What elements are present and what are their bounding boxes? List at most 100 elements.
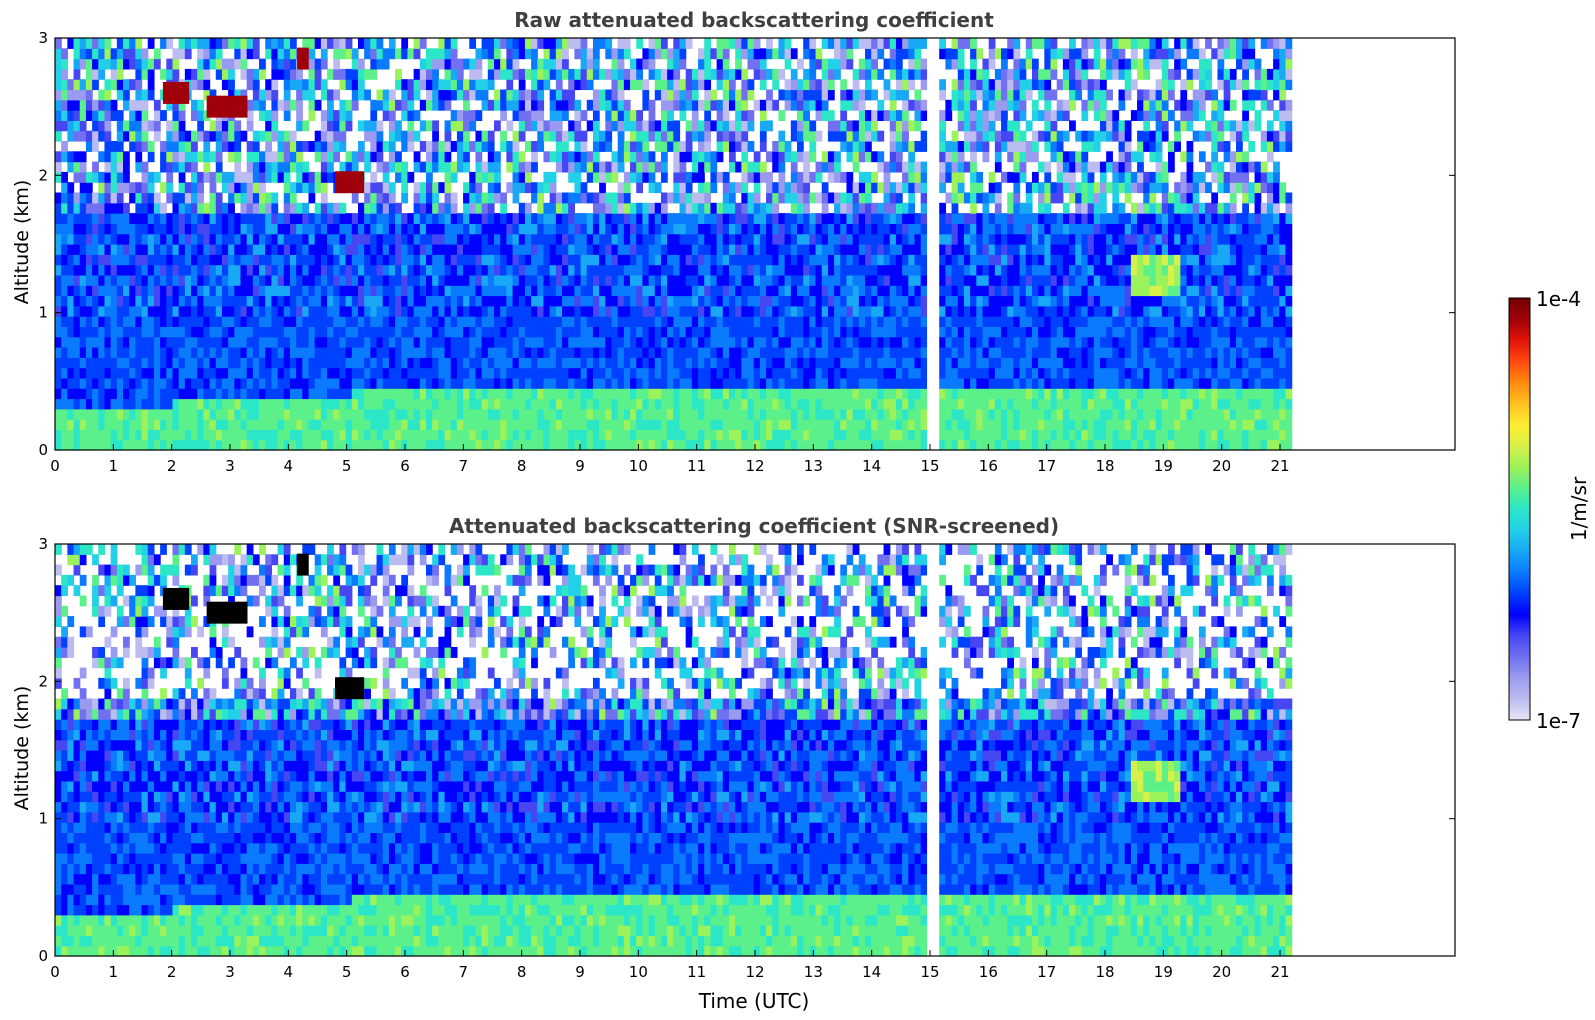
heatmap-cell bbox=[395, 274, 402, 286]
heatmap-cell bbox=[747, 377, 755, 389]
heatmap-cell bbox=[518, 161, 526, 173]
heatmap-cell bbox=[172, 110, 180, 121]
heatmap-cell bbox=[327, 295, 334, 307]
heatmap-cell bbox=[834, 213, 841, 224]
heatmap-cell bbox=[61, 285, 68, 297]
heatmap-cell bbox=[846, 254, 854, 266]
heatmap-cell bbox=[283, 254, 291, 266]
heatmap-cell bbox=[382, 233, 390, 245]
heatmap-cell bbox=[215, 336, 223, 348]
heatmap-cell bbox=[852, 388, 860, 400]
heatmap-cell bbox=[153, 305, 161, 317]
heatmap-cell bbox=[531, 429, 538, 441]
heatmap-cell bbox=[741, 110, 749, 121]
heatmap-cell bbox=[895, 429, 903, 441]
heatmap-cell bbox=[630, 254, 637, 266]
heatmap-cell bbox=[357, 295, 365, 307]
heatmap-cell bbox=[605, 99, 613, 111]
heatmap-cell bbox=[215, 213, 223, 224]
heatmap-cell bbox=[722, 58, 730, 70]
heatmap-cell bbox=[135, 357, 143, 369]
heatmap-cell bbox=[73, 130, 81, 142]
heatmap-cell bbox=[741, 38, 749, 49]
heatmap-cell bbox=[357, 408, 365, 420]
heatmap-cell bbox=[772, 192, 780, 204]
heatmap-cell bbox=[289, 398, 297, 410]
heatmap-cell bbox=[55, 192, 62, 204]
heatmap-cell bbox=[116, 120, 124, 132]
heatmap-cell bbox=[463, 347, 470, 358]
heatmap-cell bbox=[327, 68, 334, 80]
heatmap-cell bbox=[821, 99, 829, 111]
heatmap-cell bbox=[889, 336, 897, 348]
heatmap-cell bbox=[73, 79, 81, 91]
heatmap-cell bbox=[790, 388, 798, 400]
heatmap-cell bbox=[370, 408, 378, 420]
heatmap-cell bbox=[605, 419, 613, 430]
heatmap-cell bbox=[821, 223, 829, 235]
heatmap-cell bbox=[487, 264, 495, 276]
heatmap-cell bbox=[221, 388, 229, 400]
heatmap-cell bbox=[531, 89, 538, 101]
heatmap-cell bbox=[846, 316, 854, 327]
heatmap-cell bbox=[698, 141, 705, 152]
heatmap-cell bbox=[475, 151, 483, 163]
heatmap-cell bbox=[512, 192, 520, 204]
heatmap-cell bbox=[710, 223, 718, 235]
heatmap-cell bbox=[221, 439, 229, 451]
heatmap-cell bbox=[691, 274, 699, 286]
heatmap-cell bbox=[494, 264, 501, 276]
heatmap-cell bbox=[679, 388, 687, 400]
heatmap-cell bbox=[821, 213, 829, 224]
heatmap-cell bbox=[599, 161, 606, 173]
heatmap-cell bbox=[562, 264, 569, 276]
heatmap-cell bbox=[524, 38, 532, 49]
heatmap-cell bbox=[840, 408, 848, 420]
heatmap-cell bbox=[784, 439, 792, 451]
heatmap-cell bbox=[160, 213, 167, 224]
heatmap-cell bbox=[871, 408, 878, 420]
heatmap-cell bbox=[240, 68, 248, 80]
heatmap-cell bbox=[407, 99, 415, 111]
heatmap-cell bbox=[228, 233, 235, 245]
heatmap-cell bbox=[395, 264, 402, 276]
heatmap-cell bbox=[494, 388, 501, 400]
heatmap-cell bbox=[667, 58, 674, 70]
heatmap-cell bbox=[784, 357, 792, 369]
heatmap-cell bbox=[209, 408, 217, 420]
heatmap-cell bbox=[648, 305, 656, 317]
heatmap-cell bbox=[475, 171, 483, 183]
heatmap-cell bbox=[654, 161, 662, 173]
heatmap-cell bbox=[246, 182, 254, 194]
heatmap-cell bbox=[426, 285, 433, 297]
heatmap-cell bbox=[518, 99, 526, 111]
heatmap-cell bbox=[419, 182, 427, 194]
heatmap-cell bbox=[555, 89, 563, 101]
heatmap-cell bbox=[494, 182, 501, 194]
heatmap-cell bbox=[698, 99, 705, 111]
heatmap-cell bbox=[895, 161, 903, 173]
heatmap-cell bbox=[531, 99, 538, 111]
heatmap-cell bbox=[685, 295, 693, 307]
heatmap-cell bbox=[605, 305, 613, 317]
heatmap-cell bbox=[116, 367, 124, 379]
heatmap-cell bbox=[747, 213, 755, 224]
heatmap-cell bbox=[531, 326, 538, 338]
heatmap-cell bbox=[543, 274, 551, 286]
heatmap-cell bbox=[92, 161, 99, 173]
heatmap-cell bbox=[345, 223, 353, 235]
heatmap-cell bbox=[444, 316, 452, 327]
heatmap-cell bbox=[797, 182, 804, 194]
heatmap-cell bbox=[382, 254, 390, 266]
heatmap-cell bbox=[376, 202, 384, 214]
heatmap-cell bbox=[611, 274, 619, 286]
heatmap-cell bbox=[568, 398, 575, 410]
heatmap-cell bbox=[722, 429, 730, 441]
heatmap-cell bbox=[623, 202, 631, 214]
heatmap-cell bbox=[302, 388, 310, 400]
heatmap-cell bbox=[259, 110, 266, 121]
heatmap-cell bbox=[562, 274, 569, 286]
heatmap-cell bbox=[883, 419, 891, 430]
heatmap-cell bbox=[401, 295, 409, 307]
heatmap-cell bbox=[803, 295, 810, 307]
